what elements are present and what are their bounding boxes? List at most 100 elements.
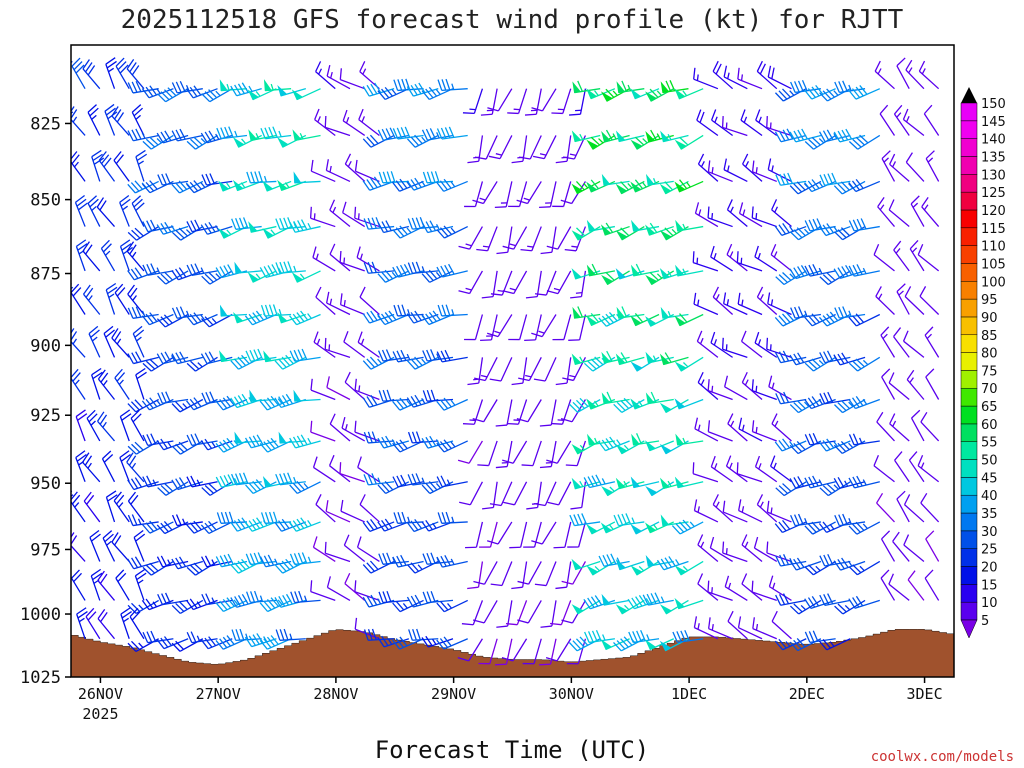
wind-barb (751, 160, 777, 183)
wind-barb (141, 85, 174, 99)
wind-barb (790, 79, 822, 94)
wind-barb (692, 251, 719, 272)
wind-barb (834, 225, 866, 241)
wind-barb (888, 372, 910, 401)
wind-barb (630, 476, 660, 489)
colorbar-segment (960, 120, 978, 139)
wind-barb (721, 116, 748, 137)
wind-barb (486, 521, 513, 545)
wind-barb (712, 494, 734, 523)
wind-barb (97, 570, 116, 601)
wind-barb (54, 571, 71, 600)
wind-barb (354, 580, 380, 602)
wind-barb (531, 314, 557, 338)
colorbar-segment (960, 245, 978, 264)
wind-barb (277, 85, 307, 97)
wind-barb (98, 151, 116, 182)
wind-barb (90, 568, 103, 601)
wind-barb (422, 389, 454, 402)
wind-barb (675, 264, 704, 277)
wind-barb (186, 631, 218, 644)
wind-barb (85, 607, 101, 640)
y-tick-label: 975 (30, 540, 61, 560)
wind-barb (357, 331, 380, 358)
wind-barb (742, 153, 763, 182)
wind-barb (522, 638, 542, 665)
wind-barb (393, 304, 424, 317)
wind-barb (501, 638, 528, 662)
wind-barb (675, 219, 704, 232)
colorbar-segment (960, 316, 978, 336)
wind-barb (572, 306, 601, 319)
wind-barb (771, 199, 792, 228)
wind-barb (615, 477, 645, 490)
wind-barb (711, 109, 733, 136)
wind-barb (692, 462, 719, 483)
wind-barb (587, 433, 615, 446)
wind-barb (71, 569, 86, 601)
wind-barb (561, 561, 587, 585)
wind-barb (767, 292, 792, 316)
wind-barb (392, 349, 424, 363)
wind-barb (586, 179, 616, 193)
wind-barb (362, 356, 395, 370)
colorbar-segment (960, 477, 978, 496)
wind-barb (532, 135, 557, 160)
wind-barb (119, 195, 131, 227)
wind-barb (674, 398, 704, 410)
wind-barb (876, 411, 895, 442)
colorbar-segment (960, 102, 978, 122)
wind-barb (339, 462, 365, 483)
wind-barb (310, 159, 336, 183)
wind-barb (278, 431, 306, 444)
wind-barb (507, 88, 528, 115)
wind-barb (378, 590, 409, 604)
wind-barb (459, 481, 484, 506)
wind-barb (114, 368, 130, 400)
wind-barb (674, 560, 704, 576)
wind-barb (725, 455, 748, 483)
wind-barb (848, 85, 881, 100)
wind-barb (834, 80, 866, 94)
wind-barb (712, 286, 734, 315)
wind-barb (82, 452, 101, 483)
chart-title: 2025112518 GFS forecast wind profile (kt… (121, 5, 904, 35)
colorbar-label: 60 (981, 418, 998, 433)
wind-barb (756, 60, 778, 90)
colorbar-label: 55 (981, 436, 998, 451)
wind-barb (479, 521, 498, 548)
wind-barb (496, 226, 513, 255)
wind-barb (770, 455, 792, 483)
wind-barb (917, 454, 940, 483)
wind-barb (215, 553, 248, 568)
wind-barb (75, 450, 87, 483)
x-tick-label: 28NOV (313, 685, 358, 703)
wind-barb (674, 134, 704, 150)
wind-barb (894, 451, 910, 483)
wind-barb (660, 306, 689, 319)
wind-barb (671, 519, 704, 535)
wind-barb (848, 313, 881, 327)
wind-barb (766, 337, 792, 358)
wind-barb (645, 391, 674, 405)
wind-barb (157, 173, 189, 186)
wind-barb (329, 199, 351, 228)
wind-barb (473, 561, 498, 585)
wind-barb (523, 521, 542, 548)
wind-barb (709, 536, 733, 563)
wind-barb (126, 241, 145, 272)
wind-barb (289, 348, 321, 362)
wind-barb (645, 173, 674, 186)
wind-barb (171, 477, 204, 491)
plot-area (54, 44, 955, 678)
wind-barb (326, 576, 351, 601)
wind-barb (215, 635, 248, 650)
colorbar-label: 25 (981, 543, 998, 558)
wind-barb (377, 349, 409, 362)
wind-barb (697, 153, 719, 182)
wind-barb (436, 599, 468, 613)
x-tick-label: 29NOV (431, 685, 476, 703)
wind-barb (392, 126, 424, 140)
surface-terrain (71, 629, 954, 677)
wind-barb (231, 217, 262, 230)
